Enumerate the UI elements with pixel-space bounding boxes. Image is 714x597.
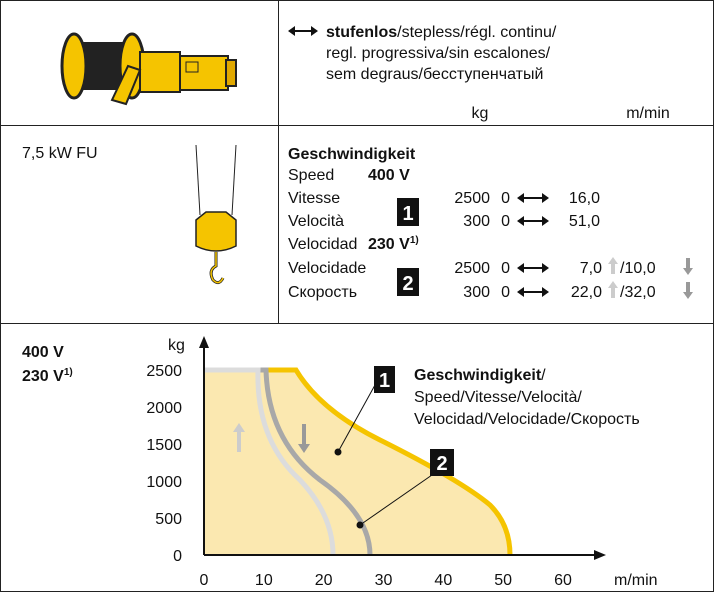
speed-to: 51,0	[569, 213, 600, 230]
speed-down: /32,0	[620, 284, 656, 301]
language: Speed	[288, 167, 334, 184]
speed-up: 22,0	[571, 284, 602, 301]
speed-from: 0	[501, 213, 510, 230]
voltage-value: 230 V	[368, 236, 410, 253]
voltage: 400 V	[368, 167, 410, 184]
x-tick-label: 10	[255, 572, 273, 589]
legend-title: Geschwindigkeit/	[414, 367, 546, 384]
header-line: stufenlos/stepless/régl. continu/	[326, 24, 557, 41]
load: 2500	[454, 190, 490, 207]
y-tick-label: 2500	[146, 363, 182, 380]
marker: 1	[402, 203, 413, 225]
marker: 2	[402, 273, 413, 295]
load: 2500	[454, 260, 490, 277]
footnote-ref: 1)	[64, 367, 73, 378]
x-tick-label: 50	[494, 572, 512, 589]
x-tick-label: 40	[434, 572, 452, 589]
table-title: Geschwindigkeit	[288, 146, 416, 163]
arrow-both	[288, 26, 318, 36]
language: Скорость	[288, 284, 357, 301]
y-tick-label: 2000	[146, 400, 182, 417]
voltage-value: 230 V	[22, 368, 64, 385]
load: 300	[463, 284, 490, 301]
y-tick-label: 1500	[146, 437, 182, 454]
winch-illustration	[62, 34, 236, 104]
term: stufenlos	[326, 24, 397, 41]
voltage: 230 V1)	[368, 235, 419, 253]
x-tick-label: 20	[315, 572, 333, 589]
y-tick-label: 500	[155, 511, 182, 528]
language: Vitesse	[288, 190, 340, 207]
marker: 1	[379, 370, 390, 392]
speed-from: 0	[501, 260, 510, 277]
x-tick-label: 60	[554, 572, 572, 589]
speed-up: 7,0	[580, 260, 602, 277]
column-header: m/min	[626, 105, 670, 122]
hook-illustration	[196, 145, 236, 283]
term-translations: /stepless/régl. continu/	[397, 24, 557, 41]
x-axis-label: m/min	[614, 572, 658, 589]
marker: 2	[436, 453, 447, 475]
legend-term: Geschwindigkeit	[414, 367, 542, 384]
header-line: sem degraus/бесступенчатый	[326, 66, 543, 83]
column-header: kg	[472, 105, 489, 122]
motor-label: 7,5 kW FU	[22, 145, 98, 162]
separator: /	[541, 367, 546, 384]
speed-to: 16,0	[569, 190, 600, 207]
language: Velocidade	[288, 260, 366, 277]
speed-down: /10,0	[620, 260, 656, 277]
y-tick-label: 1000	[146, 474, 182, 491]
speed-from: 0	[501, 190, 510, 207]
legend-line: Velocidad/Velocidade/Скорость	[414, 411, 640, 428]
footnote-ref: 1)	[410, 235, 419, 246]
y-axis-label: kg	[168, 337, 185, 354]
load: 300	[463, 213, 490, 230]
table-arrows	[517, 193, 549, 297]
language: Velocidad	[288, 236, 357, 253]
voltage: 400 V	[22, 344, 64, 361]
voltage: 230 V1)	[22, 367, 73, 385]
legend-line: Speed/Vitesse/Velocità/	[414, 389, 582, 406]
y-tick-label: 0	[173, 548, 182, 565]
x-tick-label: 0	[200, 572, 209, 589]
x-tick-label: 30	[375, 572, 393, 589]
speed-from: 0	[501, 284, 510, 301]
page: stufenlos/stepless/régl. continu/ regl. …	[0, 0, 714, 592]
language: Velocità	[288, 213, 344, 230]
header-line: regl. progressiva/sin escalones/	[326, 45, 551, 62]
